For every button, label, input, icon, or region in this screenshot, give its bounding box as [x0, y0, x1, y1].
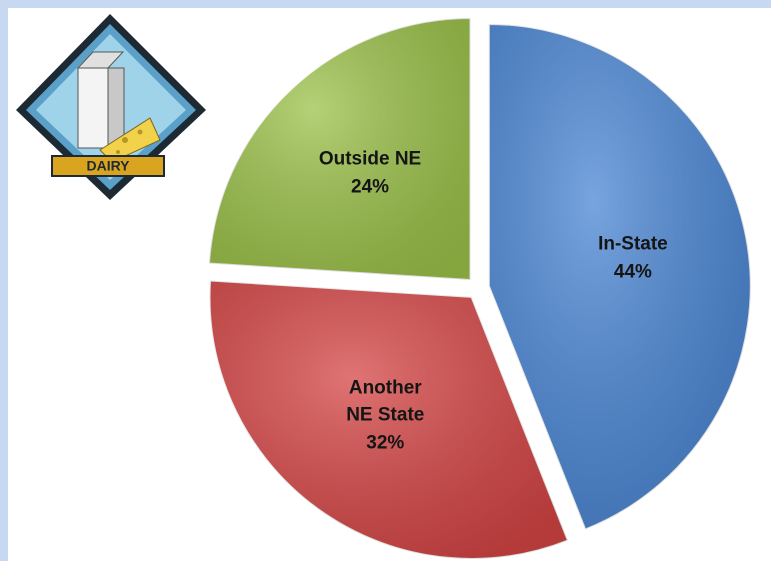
slice-name: In-State	[598, 233, 668, 255]
slice-label: Another NE State 32%	[338, 374, 433, 457]
logo-label: DAIRY	[86, 158, 130, 174]
slice-value: 24%	[351, 176, 390, 198]
slice-value: 44%	[613, 261, 652, 283]
slice-label: In-State 44%	[558, 231, 708, 286]
slice-value: 32%	[366, 432, 405, 454]
slice-label: Outside NE 24%	[295, 145, 445, 200]
slice-name: Another NE State	[346, 377, 425, 426]
slice-name: Outside NE	[318, 148, 422, 170]
dairy-logo: DAIRY	[16, 14, 206, 200]
